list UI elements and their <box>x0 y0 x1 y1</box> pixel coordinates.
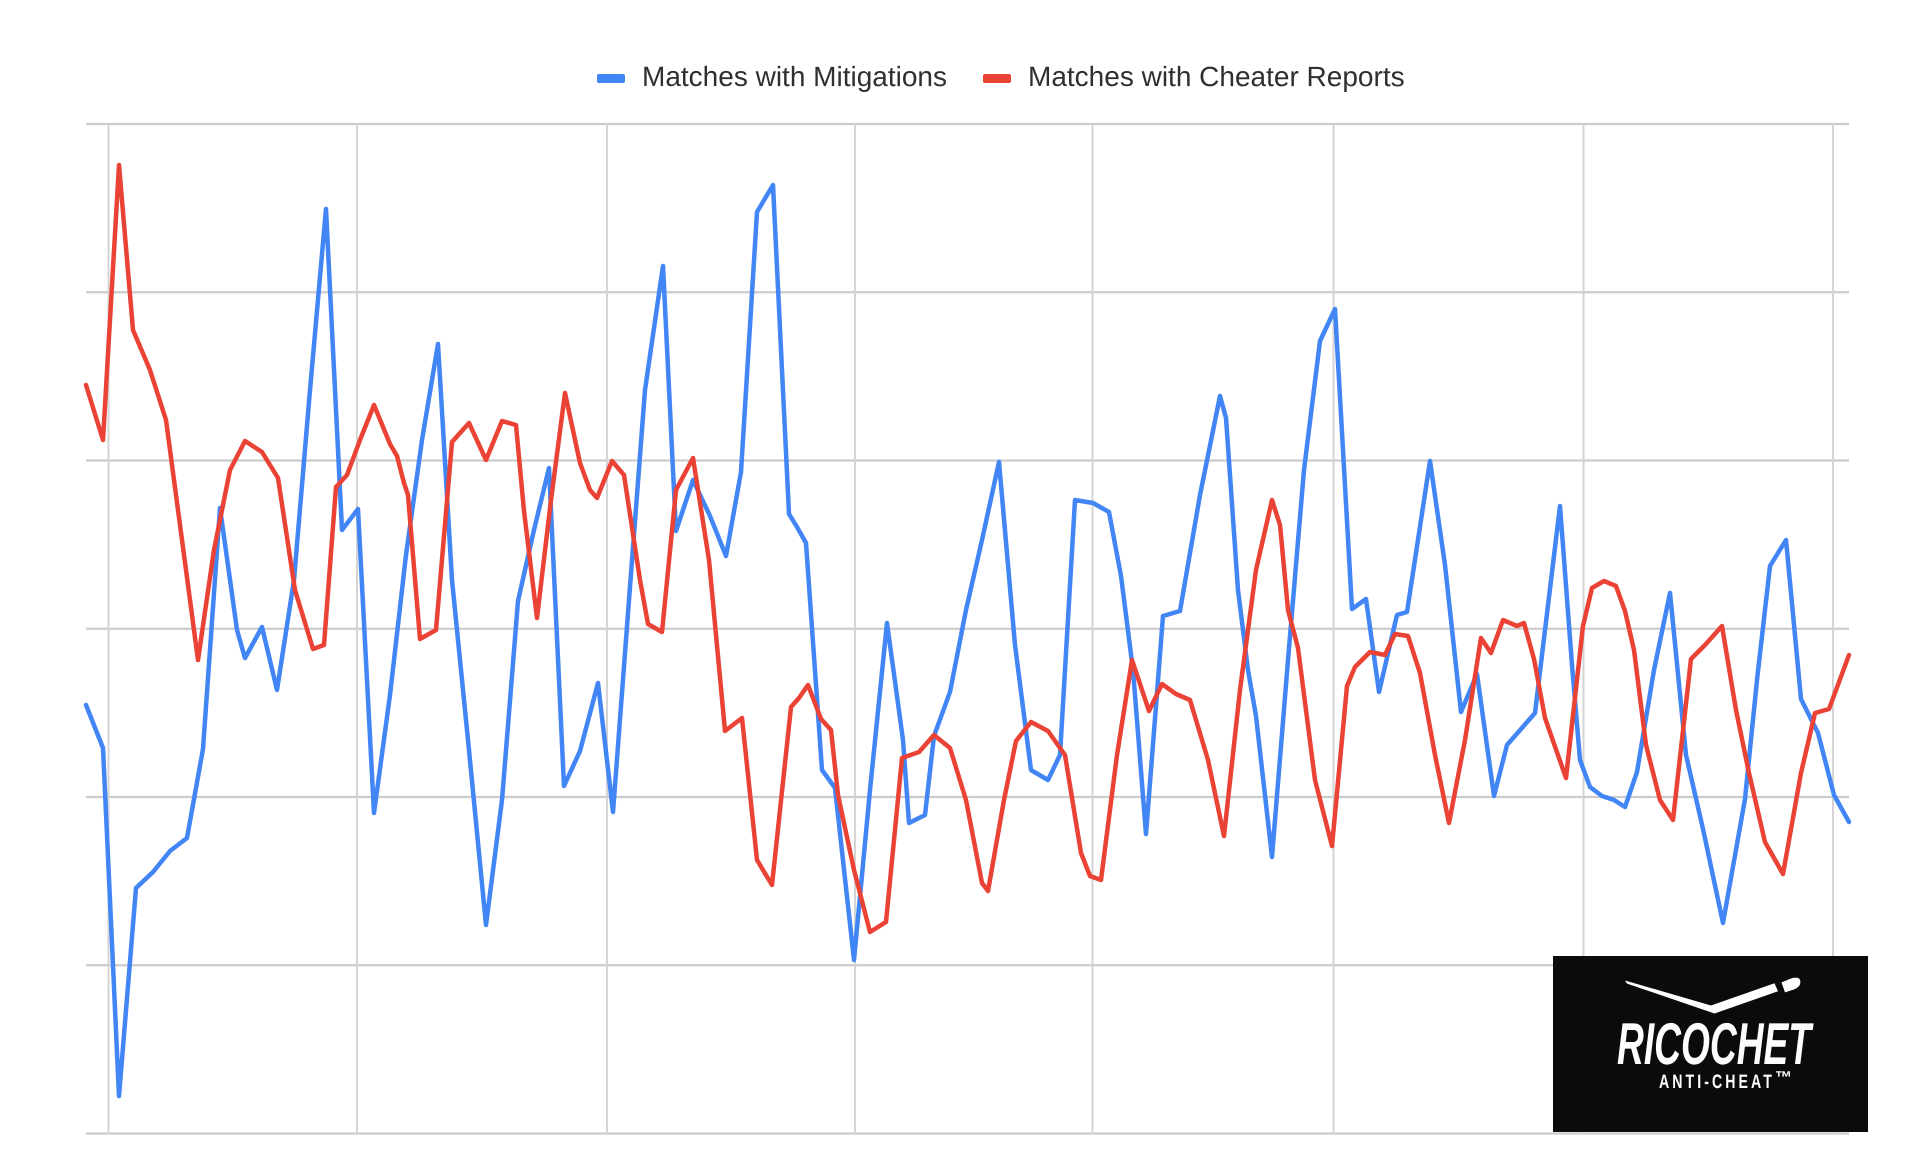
svg-text:ANTI-CHEAT: ANTI-CHEAT <box>1659 1071 1775 1093</box>
svg-text:Matches with Mitigations: Matches with Mitigations <box>642 61 947 92</box>
svg-text:RICOCHET: RICOCHET <box>1617 1011 1814 1077</box>
svg-text:Matches with Cheater Reports: Matches with Cheater Reports <box>1028 61 1405 92</box>
svg-text:™: ™ <box>1775 1068 1792 1087</box>
